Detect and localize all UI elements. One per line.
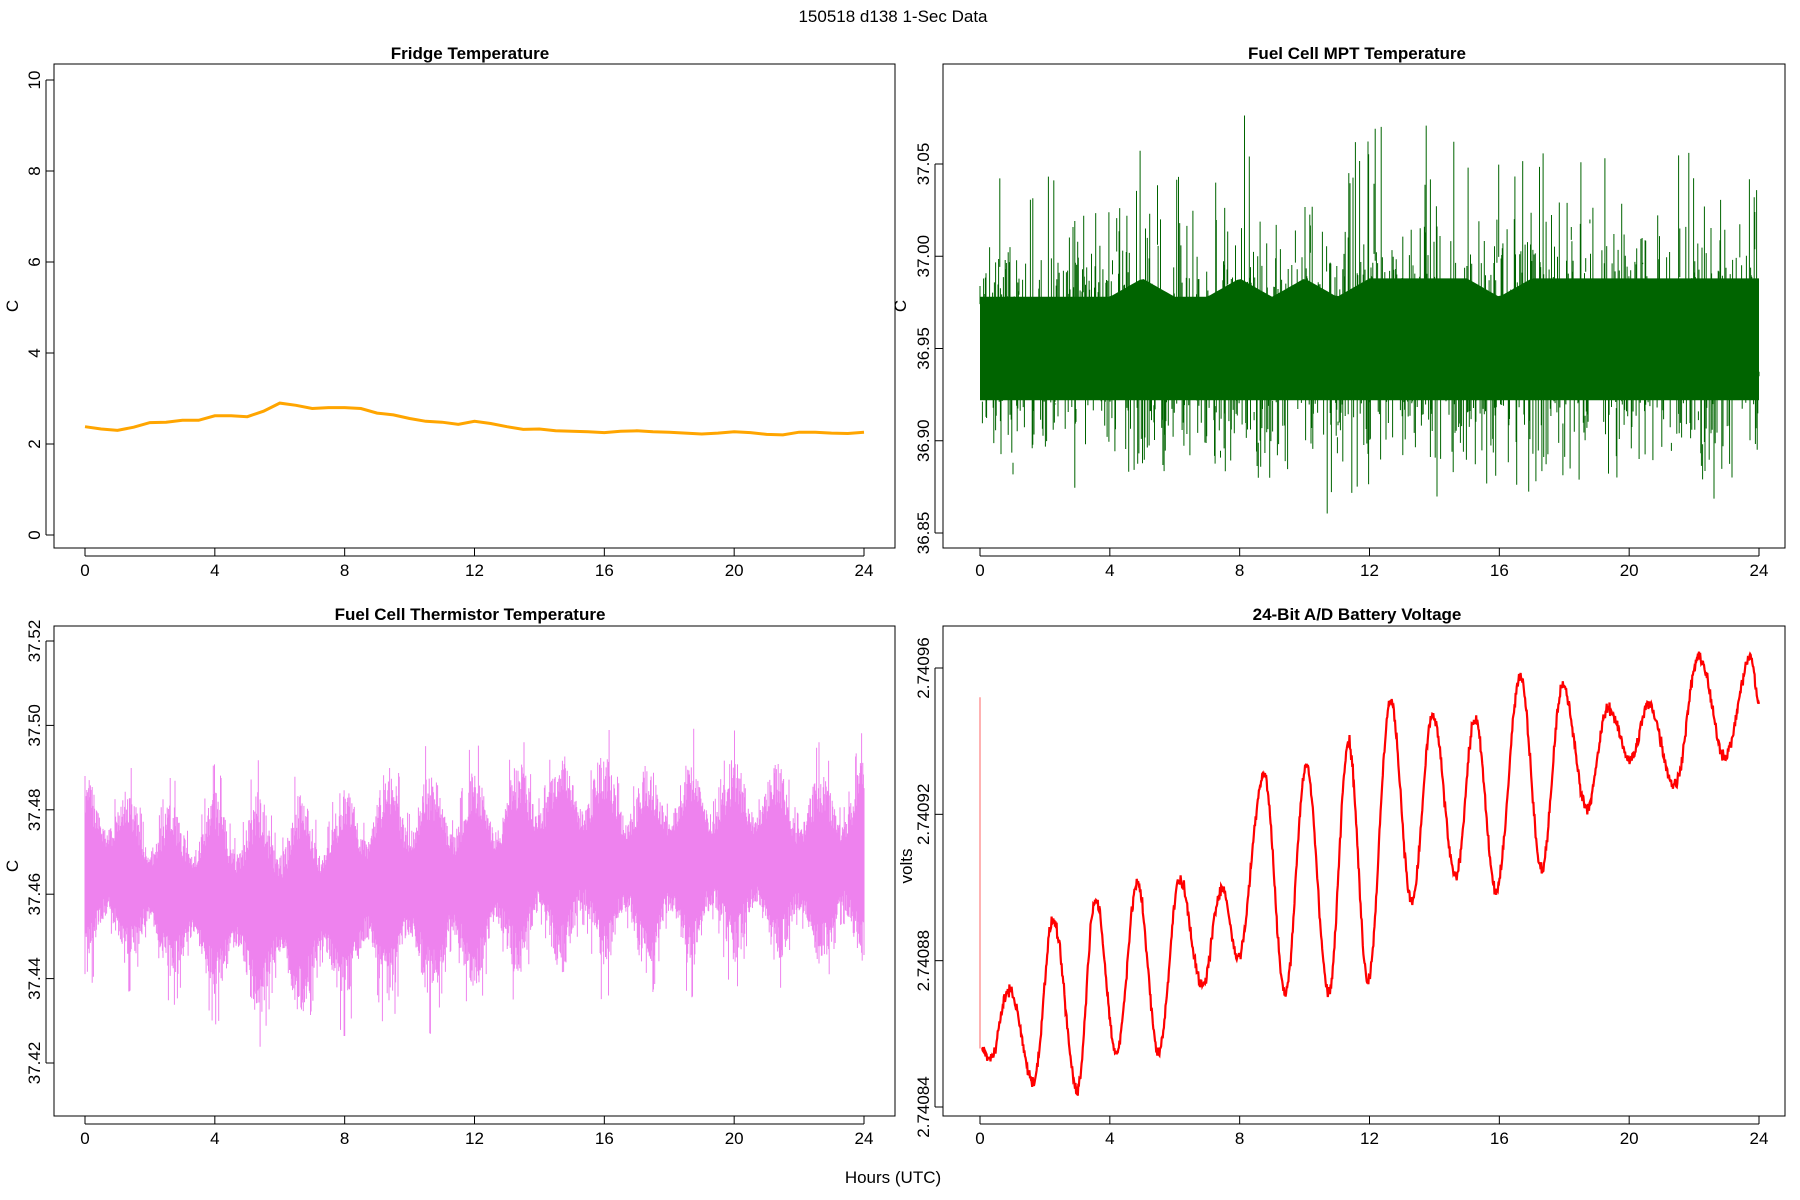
y-tick-label: 2.74096 bbox=[914, 637, 933, 698]
x-axis: 0 4 8 12 16 20 24 bbox=[975, 548, 1768, 580]
x-tick-label: 0 bbox=[975, 1129, 984, 1148]
y-axis: 0 2 4 6 8 10 bbox=[25, 71, 54, 540]
y-axis: 2.74084 2.74088 2.74092 2.74096 bbox=[914, 637, 943, 1138]
series-line bbox=[981, 651, 1761, 1097]
y-tick-label: 8 bbox=[25, 166, 44, 175]
y-axis-label: volts bbox=[897, 849, 916, 884]
x-tick-label: 20 bbox=[725, 1129, 744, 1148]
x-tick-label: 20 bbox=[725, 561, 744, 580]
panel-title: 24-Bit A/D Battery Voltage bbox=[1253, 605, 1462, 624]
y-tick-label: 37.00 bbox=[914, 235, 933, 278]
x-tick-label: 0 bbox=[975, 561, 984, 580]
y-axis: 37.42 37.44 37.46 37.48 37.50 37.52 bbox=[25, 620, 54, 1085]
y-tick-label: 37.52 bbox=[25, 620, 44, 663]
y-tick-label: 2.74084 bbox=[914, 1076, 933, 1137]
x-tick-label: 24 bbox=[855, 1129, 874, 1148]
panel-fuel-cell-mpt-temperature: Fuel Cell MPT Temperature C 0 4 8 12 16 20 24 3… bbox=[891, 44, 1786, 580]
x-axis: 0 4 8 12 16 20 24 bbox=[975, 1116, 1768, 1148]
y-tick-label: 2 bbox=[25, 439, 44, 448]
x-tick-label: 20 bbox=[1620, 561, 1639, 580]
y-tick-label: 37.46 bbox=[25, 873, 44, 916]
series-core-band bbox=[980, 278, 1759, 401]
plot-frame bbox=[942, 625, 1786, 1117]
x-tick-label: 24 bbox=[1750, 561, 1769, 580]
y-tick-label: 37.44 bbox=[25, 957, 44, 1000]
y-tick-label: 6 bbox=[25, 257, 44, 266]
x-tick-label: 8 bbox=[1235, 1129, 1244, 1148]
y-tick-label: 36.95 bbox=[914, 327, 933, 370]
x-tick-label: 4 bbox=[210, 561, 219, 580]
x-tick-label: 12 bbox=[465, 561, 484, 580]
panel-title: Fuel Cell MPT Temperature bbox=[1248, 44, 1466, 63]
y-tick-label: 36.85 bbox=[914, 512, 933, 555]
x-tick-label: 12 bbox=[1360, 561, 1379, 580]
x-tick-label: 4 bbox=[1105, 561, 1114, 580]
y-axis: 36.85 36.90 36.95 37.00 37.05 bbox=[914, 143, 943, 555]
x-tick-label: 8 bbox=[340, 1129, 349, 1148]
panel-battery-voltage: 24-Bit A/D Battery Voltage volts 0 4 8 12 16… bbox=[897, 605, 1786, 1148]
series-core-band bbox=[85, 803, 864, 961]
x-tick-label: 8 bbox=[1235, 561, 1244, 580]
panel-fuel-cell-thermistor-temperature: Fuel Cell Thermistor Temperature C 0 4 8 12… bbox=[3, 605, 896, 1148]
x-axis: 0 4 8 12 16 20 24 bbox=[80, 548, 873, 580]
x-axis-label: Hours (UTC) bbox=[845, 1168, 941, 1187]
series-line bbox=[84, 401, 865, 437]
y-tick-label: 36.90 bbox=[914, 419, 933, 462]
y-axis-label: C bbox=[3, 860, 22, 872]
x-tick-label: 16 bbox=[1490, 561, 1509, 580]
plot-frame bbox=[53, 63, 896, 549]
y-tick-label: 37.50 bbox=[25, 704, 44, 747]
x-tick-label: 4 bbox=[1105, 1129, 1114, 1148]
x-tick-label: 12 bbox=[1360, 1129, 1379, 1148]
x-axis: 0 4 8 12 16 20 24 bbox=[80, 1116, 873, 1148]
y-tick-label: 2.74092 bbox=[914, 784, 933, 845]
y-tick-label: 10 bbox=[25, 71, 44, 90]
panel-title: Fridge Temperature bbox=[391, 44, 549, 63]
y-tick-label: 37.05 bbox=[914, 143, 933, 186]
x-tick-label: 16 bbox=[1490, 1129, 1509, 1148]
x-tick-label: 16 bbox=[595, 1129, 614, 1148]
x-tick-label: 12 bbox=[465, 1129, 484, 1148]
y-tick-label: 37.42 bbox=[25, 1042, 44, 1085]
figure-title: 150518 d138 1-Sec Data bbox=[798, 7, 988, 26]
x-tick-label: 16 bbox=[595, 561, 614, 580]
x-tick-label: 0 bbox=[80, 1129, 89, 1148]
x-tick-label: 24 bbox=[855, 561, 874, 580]
x-tick-label: 24 bbox=[1750, 1129, 1769, 1148]
y-tick-label: 2.74088 bbox=[914, 930, 933, 991]
x-tick-label: 4 bbox=[210, 1129, 219, 1148]
y-tick-label: 37.48 bbox=[25, 789, 44, 832]
x-tick-label: 20 bbox=[1620, 1129, 1639, 1148]
x-tick-label: 0 bbox=[80, 561, 89, 580]
x-tick-label: 8 bbox=[340, 561, 349, 580]
y-tick-label: 4 bbox=[25, 348, 44, 357]
y-axis-label: C bbox=[891, 300, 910, 312]
y-tick-label: 0 bbox=[25, 530, 44, 539]
plot-frame bbox=[942, 63, 1786, 549]
panel-title: Fuel Cell Thermistor Temperature bbox=[335, 605, 606, 624]
y-axis-label: C bbox=[3, 300, 22, 312]
